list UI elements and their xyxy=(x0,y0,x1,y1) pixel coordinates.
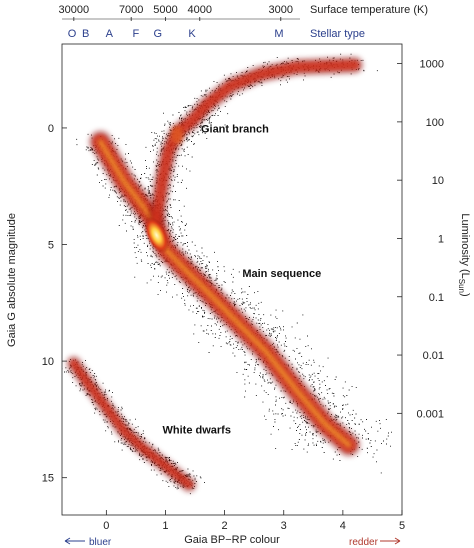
stellar-type-label: B xyxy=(82,28,89,40)
y-axis-ticks: 0 5 10 15 xyxy=(42,123,67,485)
region-label: Main sequence xyxy=(242,268,321,280)
y-axis-title: Gaia G absolute magnitude xyxy=(6,213,18,347)
y-tick-label: 5 xyxy=(48,240,54,252)
temperature-tick-label: 7000 xyxy=(119,4,143,16)
region-labels: Giant branch Main sequence White dwarfs xyxy=(163,124,322,437)
y-tick-label: 15 xyxy=(42,473,54,485)
red-clump xyxy=(171,125,184,144)
temperature-tick-label: 5000 xyxy=(153,4,177,16)
luminosity-axis-title: Luminosity (LSun) xyxy=(457,213,471,296)
redder-arrow: redder xyxy=(349,537,401,548)
luminosity-tick-label: 0.1 xyxy=(429,292,444,304)
stellar-type-label: O xyxy=(68,28,77,40)
x-tick-label: 4 xyxy=(340,520,346,532)
x-tick-label: 3 xyxy=(281,520,287,532)
y-tick-label: 10 xyxy=(42,356,54,368)
density-outer xyxy=(148,57,363,227)
temperature-axis-ticks: 30000 7000 5000 4000 3000 xyxy=(59,4,300,21)
density-mid xyxy=(151,60,360,224)
luminosity-tick-label: 10 xyxy=(432,175,444,187)
bluer-label: bluer xyxy=(89,537,112,548)
stellar-type-label: M xyxy=(274,28,283,40)
luminosity-tick-label: 0.01 xyxy=(423,350,444,362)
x-axis-ticks: 0 1 2 3 4 5 xyxy=(103,510,405,532)
temperature-axis-title: Surface temperature (K) xyxy=(310,4,428,16)
temperature-tick-label: 4000 xyxy=(188,4,212,16)
luminosity-title-sub: Sun xyxy=(457,279,466,293)
luminosity-tick-label: 100 xyxy=(426,117,444,129)
density-hotspot xyxy=(144,216,170,254)
x-tick-label: 2 xyxy=(222,520,228,532)
luminosity-axis-ticks: 1000 100 10 1 0.1 0.01 0.001 xyxy=(397,59,444,420)
density-overlay xyxy=(66,57,363,492)
density-mid xyxy=(69,359,194,489)
region-label: White dwarfs xyxy=(163,424,231,436)
x-tick-label: 5 xyxy=(399,520,405,532)
luminosity-tick-label: 1 xyxy=(438,233,444,245)
redder-label: redder xyxy=(349,537,379,548)
temperature-tick-label: 30000 xyxy=(59,4,90,16)
x-tick-label: 0 xyxy=(103,520,109,532)
x-axis-title: Gaia BP−RP colour xyxy=(184,534,280,546)
luminosity-title-main: Luminosity (L xyxy=(459,213,471,278)
luminosity-tick-label: 0.001 xyxy=(416,408,444,420)
region-label: Giant branch xyxy=(201,124,269,136)
plot-frame xyxy=(61,43,403,516)
stellar-type-label: F xyxy=(133,28,140,40)
stellar-type-label: G xyxy=(154,28,163,40)
density-mid xyxy=(92,133,357,453)
stellar-type-label: A xyxy=(106,28,114,40)
stellar-type-title: Stellar type xyxy=(310,28,365,40)
stellar-type-label: K xyxy=(188,28,196,40)
bluer-arrow: bluer xyxy=(64,537,112,548)
scatter-points xyxy=(62,53,392,495)
luminosity-title-end: ) xyxy=(459,293,471,297)
temperature-tick-label: 3000 xyxy=(269,4,293,16)
x-tick-label: 1 xyxy=(162,520,168,532)
luminosity-tick-label: 1000 xyxy=(420,59,444,71)
y-tick-label: 0 xyxy=(48,123,54,135)
density-core xyxy=(97,139,352,448)
